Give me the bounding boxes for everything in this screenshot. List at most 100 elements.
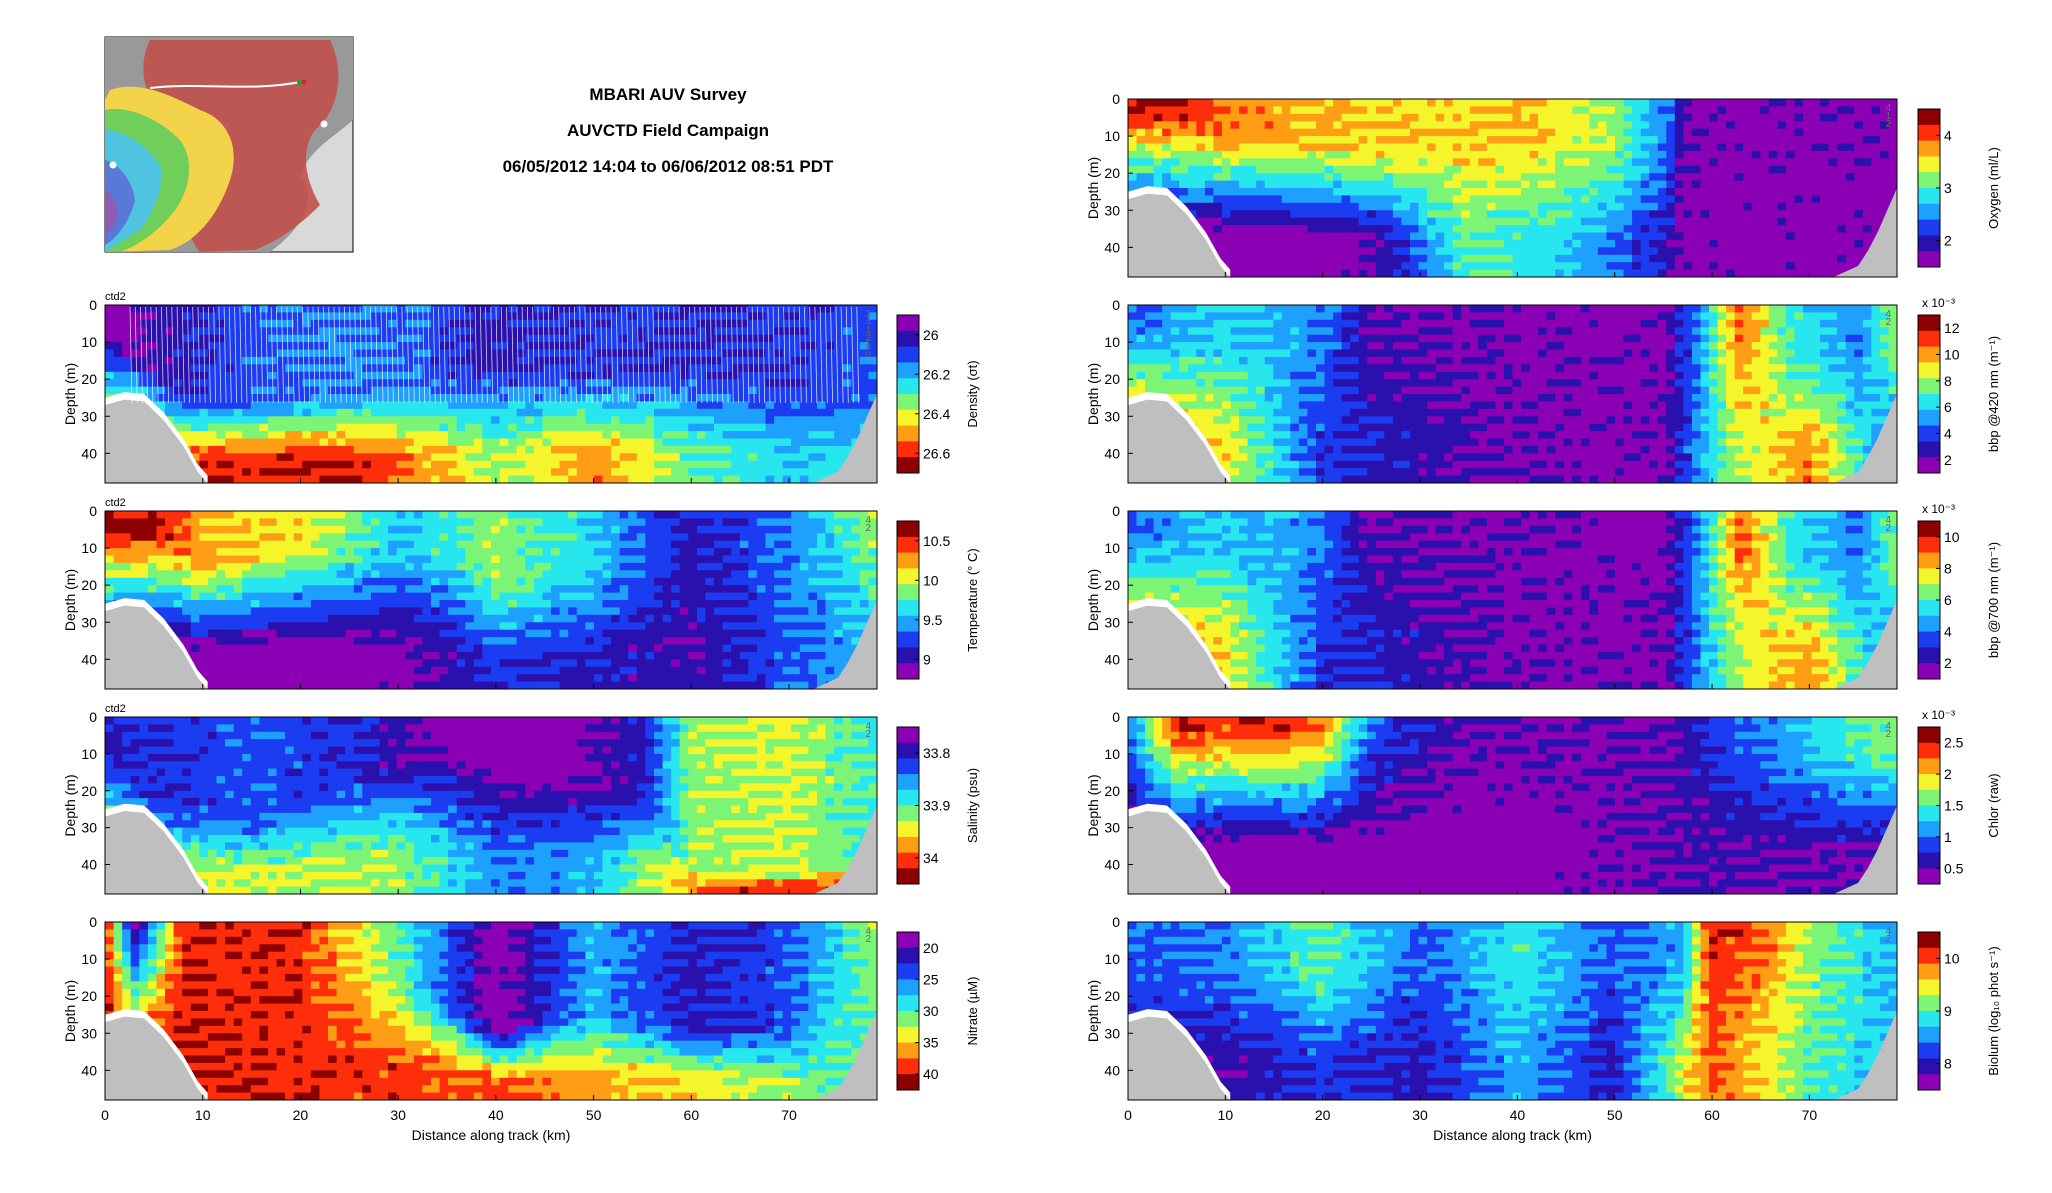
heatmap-cell: [362, 600, 371, 608]
heatmap-cell: [766, 526, 775, 534]
heatmap-cell: [199, 857, 208, 865]
heatmap-cell: [148, 533, 157, 541]
heatmap-cell: [551, 424, 560, 432]
heatmap-cell: [457, 548, 466, 556]
heatmap-cell: [577, 327, 586, 335]
heatmap-cell: [663, 607, 672, 615]
heatmap-cell: [302, 548, 311, 556]
heatmap-cell: [362, 585, 371, 593]
heatmap-cell: [620, 409, 629, 417]
heatmap-cell: [259, 401, 268, 409]
heatmap-cell: [302, 431, 311, 439]
heatmap-cell: [645, 372, 654, 380]
heatmap-cell: [808, 424, 817, 432]
heatmap-cell: [834, 305, 843, 313]
heatmap-cell: [843, 320, 852, 328]
heatmap-cell: [319, 637, 328, 645]
heatmap-cell: [217, 461, 226, 469]
heatmap-cell: [697, 357, 706, 365]
heatmap-cell: [157, 791, 166, 799]
colorbar-swatch: [897, 568, 919, 584]
heatmap-cell: [491, 674, 500, 682]
heatmap-cell: [440, 424, 449, 432]
heatmap-cell: [534, 394, 543, 402]
heatmap-cell: [122, 791, 131, 799]
heatmap-cell: [834, 511, 843, 519]
heatmap-cell: [414, 409, 423, 417]
heatmap-cell: [337, 659, 346, 667]
heatmap-cell: [482, 652, 491, 660]
heatmap-cell: [834, 446, 843, 454]
heatmap-cell: [199, 630, 208, 638]
heatmap-cell: [757, 312, 766, 320]
heatmap-cell: [688, 350, 697, 358]
heatmap-cell: [345, 645, 354, 653]
heatmap-cell: [705, 453, 714, 461]
heatmap-cell: [783, 446, 792, 454]
heatmap-cell: [860, 607, 869, 615]
heatmap-cell: [680, 593, 689, 601]
heatmap-cell: [371, 342, 380, 350]
heatmap-cell: [645, 637, 654, 645]
heatmap-cell: [199, 850, 208, 858]
heatmap-cell: [800, 659, 809, 667]
heatmap-cell: [714, 637, 723, 645]
heatmap-cell: [543, 372, 552, 380]
heatmap-cell: [817, 312, 826, 320]
heatmap-cell: [568, 659, 577, 667]
heatmap-cell: [139, 783, 148, 791]
heatmap-cell: [114, 320, 123, 328]
heatmap-cell: [757, 372, 766, 380]
heatmap-cell: [217, 518, 226, 526]
heatmap-cell: [671, 645, 680, 653]
heatmap-cell: [680, 416, 689, 424]
heatmap-cell: [723, 578, 732, 586]
heatmap-cell: [328, 593, 337, 601]
heatmap-cell: [508, 622, 517, 630]
heatmap-cell: [774, 518, 783, 526]
heatmap-cell: [517, 327, 526, 335]
heatmap-cell: [242, 879, 251, 887]
heatmap-cell: [577, 453, 586, 461]
heatmap-cell: [191, 645, 200, 653]
heatmap-cell: [182, 327, 191, 335]
heatmap-cell: [457, 511, 466, 519]
heatmap-cell: [422, 615, 431, 623]
heatmap-cell: [851, 585, 860, 593]
heatmap-cell: [354, 615, 363, 623]
heatmap-cell: [766, 453, 775, 461]
heatmap-cell: [474, 667, 483, 675]
heatmap-cell: [671, 453, 680, 461]
heatmap-cell: [560, 674, 569, 682]
heatmap-cell: [860, 593, 869, 601]
heatmap-cell: [474, 439, 483, 447]
heatmap-cell: [680, 461, 689, 469]
heatmap-cell: [294, 593, 303, 601]
heatmap-cell: [277, 439, 286, 447]
heatmap-cell: [328, 541, 337, 549]
heatmap-cell: [766, 659, 775, 667]
heatmap-cell: [500, 622, 509, 630]
heatmap-cell: [285, 533, 294, 541]
heatmap-cell: [277, 446, 286, 454]
heatmap-cell: [834, 578, 843, 586]
heatmap-cell: [234, 835, 243, 843]
colorbar-tick-label: 26: [923, 327, 939, 343]
heatmap-cell: [311, 511, 320, 519]
heatmap-cell: [680, 652, 689, 660]
heatmap-cell: [217, 754, 226, 762]
heatmap-cell: [414, 387, 423, 395]
heatmap-cell: [500, 461, 509, 469]
heatmap-cell: [637, 379, 646, 387]
heatmap-cell: [440, 667, 449, 675]
heatmap-cell: [405, 387, 414, 395]
heatmap-cell: [482, 446, 491, 454]
heatmap-cell: [328, 600, 337, 608]
heatmap-cell: [534, 659, 543, 667]
heatmap-cell: [594, 424, 603, 432]
heatmap-cell: [817, 645, 826, 653]
heatmap-cell: [534, 526, 543, 534]
y-tick-label: 30: [81, 408, 97, 424]
